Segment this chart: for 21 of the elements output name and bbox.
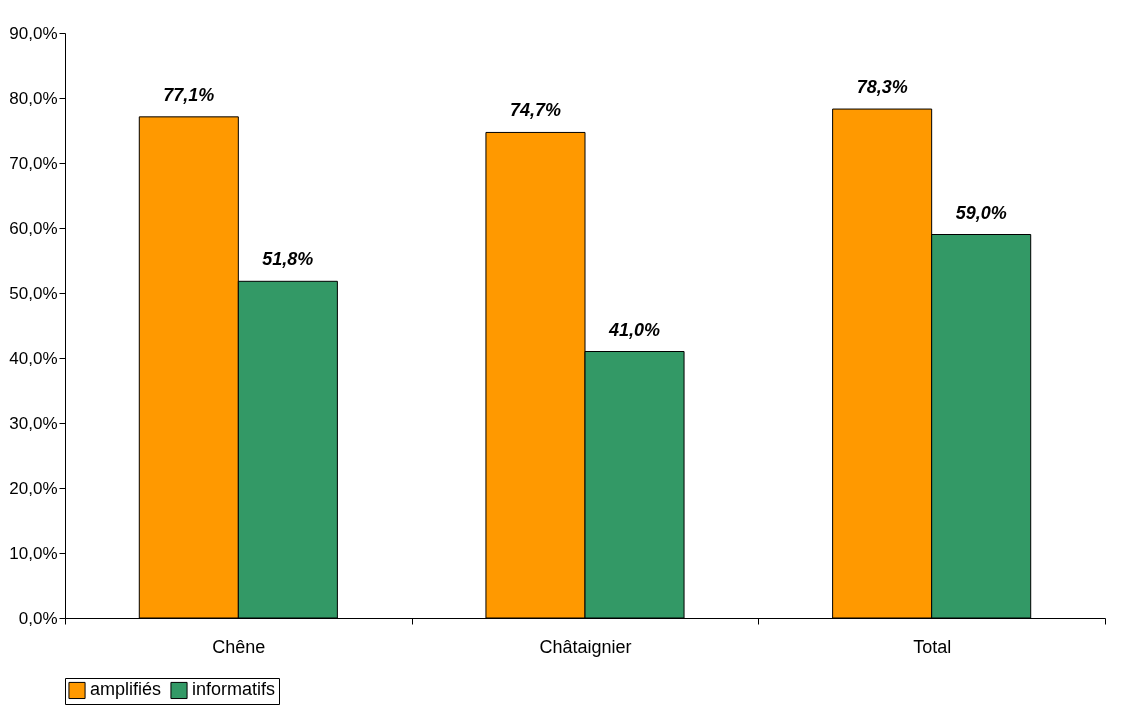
legend-label: amplifiés (90, 679, 162, 700)
x-tick-label: Chêne (212, 636, 266, 657)
y-tick-label: 60,0% (9, 218, 58, 238)
data-label: 41,0% (608, 319, 661, 340)
y-tick-label: 10,0% (9, 543, 58, 563)
data-label: 77,1% (163, 84, 215, 105)
y-tick-label: 20,0% (9, 478, 58, 498)
y-tick-label: 90,0% (9, 23, 58, 43)
y-tick-label: 40,0% (9, 348, 58, 368)
data-label: 59,0% (955, 202, 1007, 223)
y-tick-label: 70,0% (9, 153, 58, 173)
y-tick-label: 30,0% (9, 413, 58, 433)
y-tick-label: 50,0% (9, 283, 58, 303)
legend-label: informatifs (192, 679, 276, 700)
y-tick-label: 0,0% (18, 608, 58, 628)
x-tick-label: Châtaignier (539, 636, 632, 657)
data-label: 51,8% (262, 249, 314, 270)
x-tick-label: Total (913, 636, 952, 657)
y-tick-label: 80,0% (9, 88, 58, 108)
data-label: 74,7% (509, 100, 561, 121)
data-label: 78,3% (856, 77, 908, 98)
